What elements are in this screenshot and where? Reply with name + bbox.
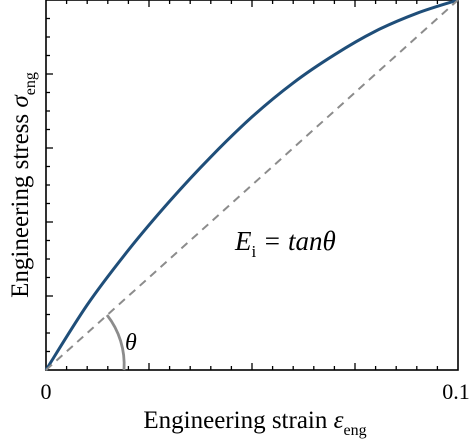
x-tick-label-1: 0.1 [442,379,470,404]
x-axis-label: Engineering strain εeng [143,407,366,439]
angle-arc [105,314,126,371]
x-tick-label-0: 0 [41,379,52,404]
series-layer [44,0,459,371]
plot-frame [45,0,459,371]
y-axis-label: Engineering stress σeng [7,72,39,298]
axis-ticks [46,0,439,370]
angle-label: θ [125,330,137,356]
equation-annotation: Ei = tanθ [234,226,336,261]
stress-strain-curve [44,0,459,371]
